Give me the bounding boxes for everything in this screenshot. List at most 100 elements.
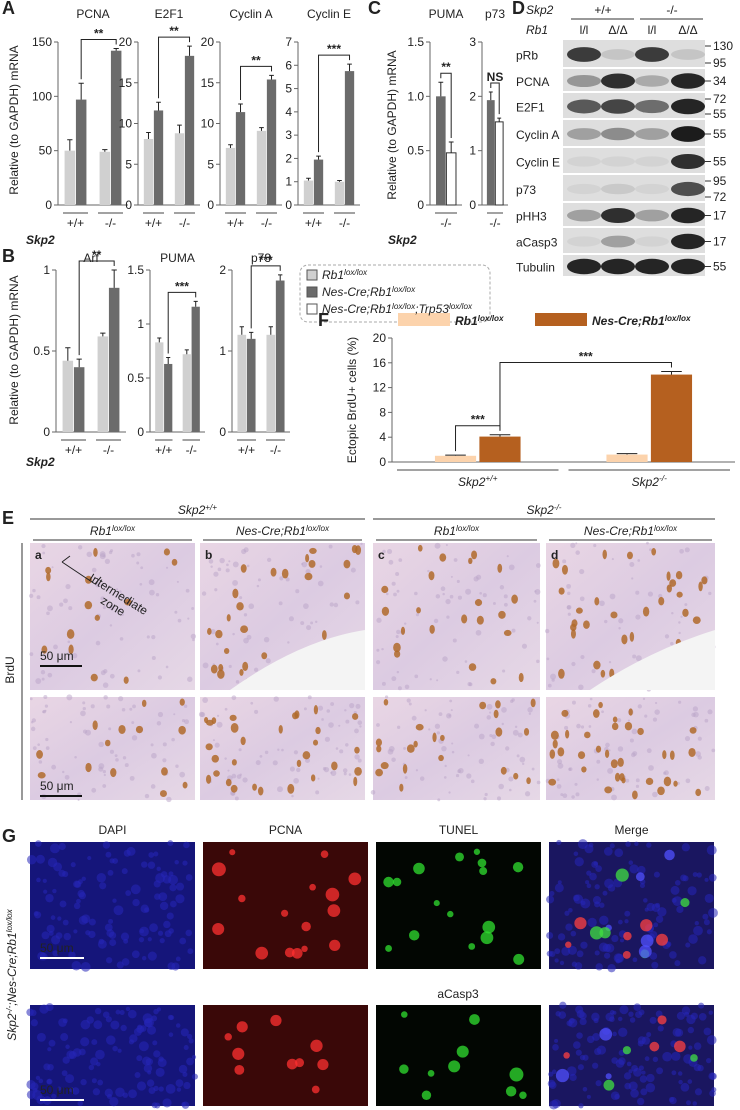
y-tick-label: 0	[417, 198, 424, 212]
bar	[494, 121, 504, 206]
tissue-texture	[216, 721, 223, 728]
tissue-texture	[604, 619, 608, 624]
brdu-cell	[666, 571, 671, 581]
legend-label: Rb1lox/lox	[455, 314, 504, 329]
tissue-texture	[328, 722, 334, 728]
tissue-texture	[556, 778, 560, 782]
nucleus	[708, 1072, 716, 1080]
tissue-texture	[256, 584, 260, 588]
error-bar	[259, 127, 264, 131]
nucleus	[578, 1103, 584, 1109]
tissue-texture	[357, 720, 363, 725]
brdu-cell	[495, 727, 503, 737]
nucleus	[183, 841, 190, 849]
y-tick-label: 0	[137, 425, 144, 439]
nucleus	[156, 1007, 162, 1012]
brdu-cell	[592, 709, 600, 718]
nucleus	[607, 884, 616, 892]
nucleus	[643, 898, 648, 903]
nucleus	[138, 1041, 149, 1052]
tissue-texture	[246, 634, 252, 640]
signal-spot	[311, 1085, 320, 1094]
signal-spot	[413, 862, 425, 875]
tissue-texture	[618, 618, 624, 624]
tissue-texture	[355, 703, 361, 709]
blot-label: aCasp3	[516, 236, 558, 250]
signal-spot	[320, 850, 329, 858]
marker-label: 55	[713, 155, 727, 169]
bar	[164, 363, 173, 432]
significance-label: **	[92, 248, 102, 262]
tissue-texture	[395, 634, 399, 639]
brdu-cell	[498, 610, 506, 619]
tissue-texture	[357, 758, 362, 763]
signal-spot	[680, 898, 690, 908]
bar	[266, 334, 276, 432]
signal-spot	[505, 1086, 517, 1097]
tissue-texture	[635, 778, 640, 783]
tissue-texture	[109, 673, 115, 679]
x-tick-label: +/+	[145, 216, 162, 230]
tissue-texture	[521, 643, 528, 649]
genotype-heading: Rb1lox/lox	[434, 524, 480, 539]
nucleus	[180, 1028, 189, 1037]
nucleus	[123, 849, 131, 857]
tissue-texture	[679, 548, 684, 554]
marker-label: 95	[713, 56, 727, 70]
nucleus	[165, 1083, 176, 1094]
tissue-texture	[607, 767, 614, 774]
brdu-cell	[213, 770, 220, 777]
tissue-texture	[427, 569, 430, 573]
tissue-texture	[448, 791, 451, 794]
tissue-texture	[599, 600, 605, 607]
tissue-texture	[328, 544, 333, 549]
legend-label-sup: lox/lox	[392, 302, 416, 311]
x-tick-label: -/-	[103, 443, 114, 457]
nucleus	[109, 939, 117, 947]
nucleus	[595, 963, 603, 971]
nucleus	[106, 1035, 116, 1045]
blot-band	[601, 207, 635, 224]
nucleus	[671, 897, 677, 903]
tissue-texture	[388, 745, 395, 752]
nucleus	[63, 932, 72, 941]
nucleus	[703, 1027, 712, 1036]
tissue-texture	[483, 797, 487, 801]
tissue-texture	[69, 721, 73, 724]
signal-spot	[399, 1064, 409, 1074]
blot-label: p73	[516, 183, 536, 197]
nucleus	[95, 1049, 105, 1060]
brdu-cell	[557, 747, 565, 757]
x-tick-label: +/+	[227, 216, 244, 230]
brdu-cell	[565, 729, 570, 739]
nucleus	[649, 952, 658, 960]
blot-band	[601, 258, 635, 275]
tissue-texture	[404, 776, 408, 780]
tissue-texture	[697, 736, 702, 741]
significance-bracket	[167, 291, 197, 354]
brdu-cell	[626, 551, 633, 560]
tissue-texture	[119, 637, 124, 641]
tissue-texture	[278, 601, 283, 606]
nucleus	[625, 841, 631, 847]
error-bar	[156, 101, 161, 111]
nucleus	[174, 859, 179, 865]
significance-label: **	[169, 24, 179, 38]
tissue-texture	[680, 615, 683, 618]
tissue-texture	[608, 660, 612, 664]
tissue-texture	[536, 659, 540, 664]
tissue-texture	[91, 567, 97, 573]
nucleus	[576, 950, 584, 958]
nucleus	[554, 883, 564, 893]
nucleus	[628, 1081, 638, 1091]
brdu-cell	[304, 572, 313, 581]
nucleus	[51, 1093, 57, 1100]
nucleus	[599, 915, 609, 926]
tissue-texture	[684, 547, 690, 553]
brdu-cell	[645, 777, 654, 786]
tissue-texture	[637, 559, 641, 562]
blot-band	[635, 258, 669, 275]
tissue-texture	[296, 767, 301, 773]
bar	[153, 110, 164, 205]
